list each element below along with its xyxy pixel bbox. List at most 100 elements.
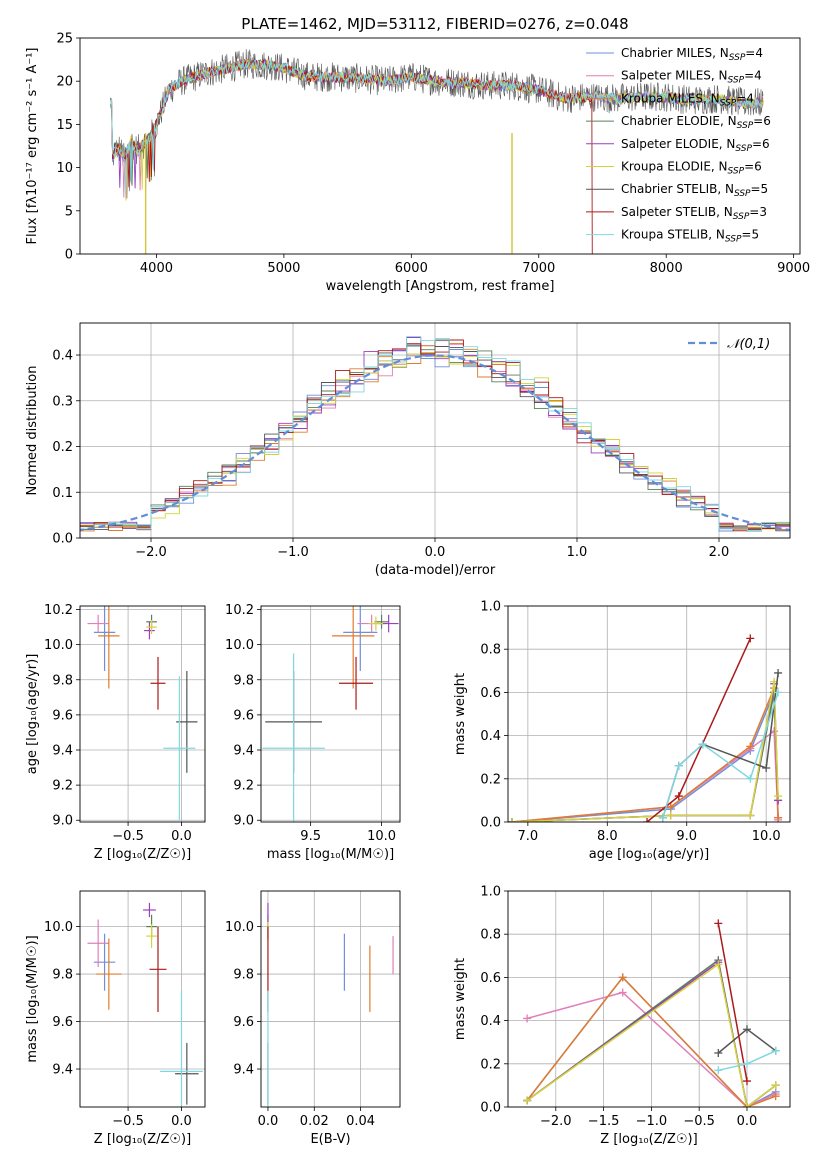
y-tick-label: 10.0	[44, 920, 73, 935]
errorbar-point-kroupa-miles	[331, 606, 375, 689]
legend-sub: SSP	[735, 144, 752, 154]
x-tick-label: −2.0	[540, 1114, 572, 1129]
plot-area-residuals	[80, 336, 790, 532]
legend-label: Salpeter ELODIE, NSSP=6	[621, 137, 770, 154]
legend-rest: =5	[741, 228, 759, 242]
y-axis-label: mass weight	[453, 673, 468, 755]
x-tick-label: 0.04	[346, 1114, 375, 1129]
x-tick-label: 5000	[267, 261, 300, 276]
y-tick-label: 0.2	[480, 1057, 501, 1072]
y-tick-label: 20	[56, 75, 73, 90]
y-tick-label: 9.0	[52, 814, 73, 829]
x-axis-label: wavelength [Angstrom, rest frame]	[326, 279, 555, 294]
axes-frame	[260, 890, 401, 1108]
y-tick-label: 9.2	[233, 779, 254, 794]
plot-area-age_vs_mass	[262, 606, 399, 822]
y-tick-label: 0.6	[480, 971, 501, 986]
axes-frame	[507, 890, 791, 1108]
y-tick-label: 0.3	[52, 394, 73, 409]
legend-label: Chabrier STELIB, NSSP=5	[621, 182, 768, 199]
weight-line	[646, 638, 751, 822]
x-tick-label: −0.5	[112, 829, 144, 844]
x-tick-label: 10.0	[752, 829, 781, 844]
weight-series-salpeter-stelib	[714, 919, 751, 1086]
panel-mass_vs_ebv: 0.0 0.02 0.04 9.4 9.6 9.8 10.0 E(B-V)	[225, 890, 401, 1147]
y-axis-label: Normed distribution	[25, 366, 40, 496]
y-tick-label: 0.2	[480, 772, 501, 787]
y-axis-label: mass weight	[453, 958, 468, 1040]
weight-marker	[771, 1092, 780, 1101]
weight-marker	[746, 774, 755, 783]
weight-marker	[698, 740, 707, 749]
legend-sub: SSP	[737, 121, 754, 131]
y-tick-label: 9.8	[52, 968, 73, 983]
x-tick-label: −0.5	[112, 1114, 144, 1129]
y-tick-label: 0.4	[480, 729, 501, 744]
weight-marker	[771, 1046, 780, 1055]
legend-rest: =6	[752, 137, 770, 151]
errorbar-point-kroupa-stelib	[160, 990, 203, 1107]
x-axis-label: (data-model)/error	[375, 563, 496, 578]
figure-title: PLATE=1462, MJD=53112, FIBERID=0276, z=0…	[241, 15, 628, 33]
legend-label: Salpeter MILES, NSSP=4	[621, 69, 762, 86]
legend-label: Chabrier MILES, NSSP=4	[621, 46, 763, 63]
x-tick-label: 0.02	[300, 1114, 329, 1129]
x-tick-label: −2.0	[135, 545, 167, 560]
y-tick-label: 0.8	[480, 928, 501, 943]
plot-area-mass_vs_ebv	[267, 902, 394, 1107]
y-tick-label: 10.0	[225, 638, 254, 653]
histogram-step-kroupa-stelib	[80, 336, 790, 531]
errorbar-point-salpeter-miles	[87, 614, 109, 633]
y-tick-label: 9.6	[52, 1015, 73, 1030]
plot-area-weight_vs_Z	[523, 919, 780, 1107]
weight-marker	[762, 764, 771, 772]
y-tick-label: 0.6	[480, 686, 501, 701]
errorbar-point-chabrier-miles	[93, 606, 116, 671]
weight-line	[717, 923, 748, 1082]
panel-mass_vs_Z: −0.5 0.0 9.4 9.6 9.8 10.0 Z [log₁₀(Z/Z☉)] mass …	[25, 890, 206, 1147]
y-tick-label: 25	[56, 32, 73, 47]
y-tick-label: 9.8	[233, 673, 254, 688]
errorbar-point-kroupa-elodie	[146, 620, 157, 635]
normal-curve	[80, 354, 790, 532]
weight-series-salpeter-stelib	[643, 634, 755, 822]
weight-marker	[774, 813, 783, 822]
legend-sub: SSP	[728, 167, 745, 177]
weight-marker	[618, 988, 627, 997]
weight-line	[526, 991, 777, 1107]
x-tick-label: 0.0	[425, 545, 446, 560]
weight-marker	[742, 1103, 751, 1107]
weight-series-chabrier-miles	[508, 688, 783, 822]
x-tick-label: −0.5	[683, 1114, 715, 1129]
y-tick-label: 10.0	[44, 638, 73, 653]
legend-sub: SSP	[729, 53, 746, 63]
y-tick-label: 0.8	[480, 643, 501, 658]
x-tick-label: 0.0	[737, 1114, 758, 1129]
weight-line	[511, 729, 779, 822]
y-tick-label: 10.2	[44, 603, 73, 618]
legend-label: Kroupa ELODIE, NSSP=6	[621, 160, 762, 177]
y-tick-label: 9.6	[233, 708, 254, 723]
y-tick-label: 15	[56, 118, 73, 133]
weight-marker	[771, 1081, 780, 1090]
x-tick-label: 7.0	[518, 829, 539, 844]
panel-age_vs_Z: −0.5 0.0 9.0 9.2 9.4 9.6 9.8 10.0 10.2 Z [log₁₀(Z…	[25, 603, 206, 862]
legend-sub: SSP	[734, 189, 751, 199]
legend-rest: =4	[745, 46, 763, 60]
x-tick-label: 0.0	[258, 1114, 279, 1129]
legend-label: Salpeter STELIB, NSSP=3	[621, 205, 767, 222]
errorbar-point-chabrier-elodie	[374, 614, 389, 629]
axes-frame	[79, 890, 206, 1108]
x-tick-label: 9000	[777, 261, 810, 276]
y-tick-label: 0.0	[480, 1101, 501, 1116]
x-tick-label: 8.0	[597, 829, 618, 844]
weight-series-kroupa-stelib	[714, 1046, 780, 1075]
x-tick-label: 9.0	[676, 829, 697, 844]
weight-line	[526, 976, 776, 1107]
spectrum-line-salpeter-stelib	[110, 58, 593, 254]
y-tick-label: 9.4	[52, 1063, 73, 1078]
x-axis-label: Z [log₁₀(Z/Z☉)]	[600, 1132, 697, 1147]
weight-marker	[742, 1077, 751, 1086]
weight-marker	[742, 1059, 751, 1068]
